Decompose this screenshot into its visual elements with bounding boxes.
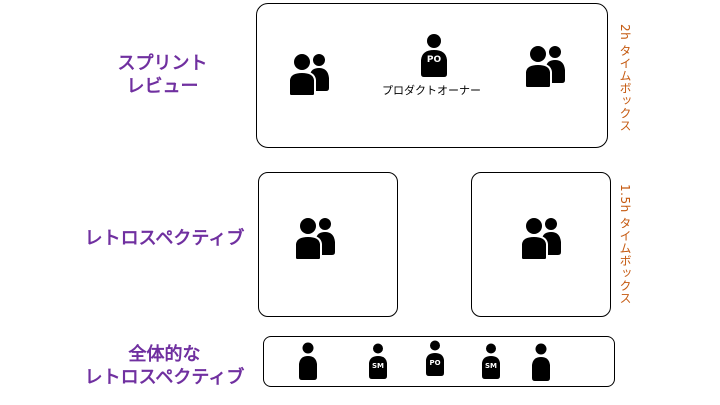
sprint-review-label-line1: スプリント [117,53,208,74]
product-owner-caption: プロダクトオーナー [382,84,481,97]
scrum-master-person-icon: SM [368,343,388,379]
team-icon [524,44,565,89]
sprint-review-label: スプリント レビュー [95,52,230,98]
overall-retro-label-line2: レトロスペクティブ [84,367,245,388]
scrum-master-person-icon: SM [481,343,501,379]
product-owner-person-icon: PO [420,33,448,77]
person-icon [532,343,550,381]
person-icon [299,342,317,380]
sm-badge-label: SM [371,362,384,370]
po-badge-label: PO [426,55,442,65]
sprint-review-label-line2: レビュー [126,76,199,97]
product-owner-person-icon: PO [425,340,445,376]
retrospective-timebox: 1.5h タイムボックス [618,184,632,305]
team-icon [294,216,335,261]
overall-retro-label: 全体的な レトロスペクティブ [72,343,257,389]
retrospective-label: レトロスペクティブ [84,228,245,249]
team-icon [520,216,561,261]
sprint-review-timebox: 2h タイムボックス [618,24,632,133]
overall-retro-label-line1: 全体的な [128,344,201,365]
team-icon [288,52,329,97]
sm-badge-label: SM [484,362,497,370]
po-badge-label: PO [429,359,441,367]
